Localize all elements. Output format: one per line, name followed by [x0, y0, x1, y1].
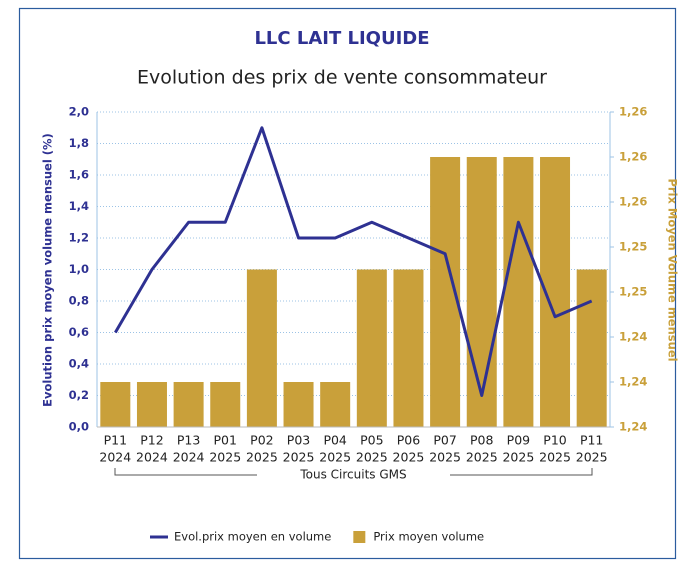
bar	[466, 157, 497, 427]
bar	[576, 269, 607, 427]
y-tick-label: 1,6	[69, 168, 89, 182]
y-axis-title: Evolution prix moyen volume mensuel (%)	[41, 133, 55, 407]
x-tick-label: P09	[507, 433, 530, 448]
bar	[503, 157, 534, 427]
x-tick-label: P07	[433, 433, 456, 448]
x-tick-label: 2024	[99, 450, 131, 465]
x-tick-label: 2025	[356, 450, 388, 465]
chart-title: LLC LAIT LIQUIDE	[254, 28, 429, 49]
x-tick-label: P05	[360, 433, 383, 448]
y-tick-label: 0,8	[69, 294, 89, 308]
x-tick-label: P06	[397, 433, 420, 448]
y-tick-label: 2,0	[69, 105, 89, 119]
x-tick-label: 2024	[136, 450, 168, 465]
x-tick-label: 2025	[283, 450, 315, 465]
x-tick-label: P12	[140, 433, 163, 448]
line	[114, 126, 593, 397]
y-tick-label: 1,0	[69, 262, 89, 276]
bar	[246, 269, 277, 427]
bar	[393, 269, 424, 427]
y-tick-label: 1,2	[69, 231, 89, 245]
x-tick-label: P04	[323, 433, 346, 448]
y2-axis-title: Prix Moyen Volume mensuel	[666, 178, 680, 361]
x-tick-label: P03	[287, 433, 310, 448]
x-tick-label: 2025	[502, 450, 534, 465]
x-tick-label: P10	[543, 433, 566, 448]
y-tick-label: 1,4	[69, 199, 89, 213]
bar	[320, 382, 351, 427]
y-tick-label: 1,8	[69, 136, 89, 150]
bar	[283, 382, 314, 427]
x-tick-label: 2025	[539, 450, 571, 465]
x-tick-label: 2025	[209, 450, 241, 465]
y2-tick-label: 1,24	[619, 375, 647, 389]
bar	[173, 382, 204, 427]
x-tick-label: P02	[250, 433, 273, 448]
x-tick-label: P11	[104, 433, 127, 448]
x-tick-label: P11	[580, 433, 603, 448]
bar	[136, 382, 167, 427]
y-tick-label: 0,4	[69, 357, 89, 371]
x-tick-label: 2024	[173, 450, 205, 465]
y2-tick-label: 1,26	[619, 105, 647, 119]
y2-tick-label: 1,26	[619, 150, 647, 164]
bar	[100, 382, 131, 427]
x-tick-label: 2025	[246, 450, 278, 465]
y2-tick-label: 1,25	[619, 285, 647, 299]
group-label: Tous Circuits GMS	[299, 468, 406, 482]
y-tick-label: 0,6	[69, 325, 89, 339]
bar	[356, 269, 387, 427]
x-tick-label: P08	[470, 433, 493, 448]
x-tick-label: 2025	[429, 450, 461, 465]
x-tick-label: P01	[214, 433, 237, 448]
chart-subtitle: Evolution des prix de vente consommateur	[137, 67, 547, 89]
y2-tick-label: 1,25	[619, 240, 647, 254]
x-tick-label: 2025	[576, 450, 608, 465]
x-tick-label: 2025	[393, 450, 425, 465]
y-tick-label: 0,0	[69, 420, 89, 434]
legend-label: Evol.prix moyen en volume	[174, 530, 331, 544]
legend-label: Prix moyen volume	[373, 530, 484, 544]
group-bracket	[114, 468, 593, 476]
x-tick-label: 2025	[466, 450, 498, 465]
x-tick-label: P13	[177, 433, 200, 448]
legend-swatch	[353, 531, 366, 543]
y-tick-label: 0,2	[69, 388, 89, 402]
x-tick-label: 2025	[319, 450, 351, 465]
bar	[210, 382, 241, 427]
y2-tick-label: 1,26	[619, 195, 647, 209]
y2-tick-label: 1,24	[619, 330, 647, 344]
y2-tick-label: 1,24	[619, 420, 647, 434]
